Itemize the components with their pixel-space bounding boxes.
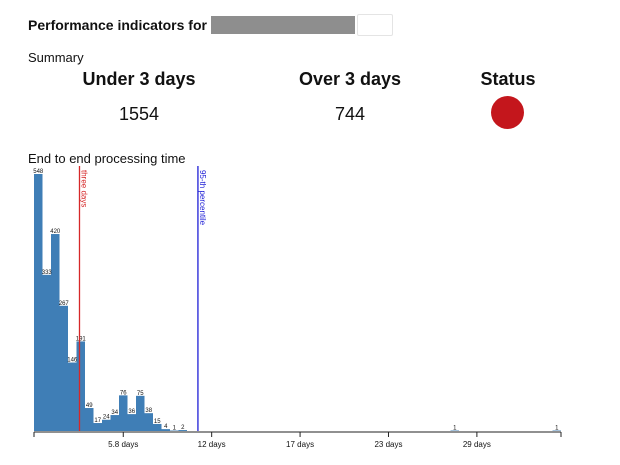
x-tick-label: 29 days bbox=[463, 440, 491, 449]
summary-label: Summary bbox=[28, 50, 84, 65]
histogram-bar bbox=[51, 234, 60, 431]
bar-value-label: 146 bbox=[67, 358, 78, 364]
over-3-days-value: 744 bbox=[334, 104, 366, 124]
histogram-bar bbox=[85, 408, 94, 431]
histogram-bar bbox=[161, 429, 170, 431]
under-3-days-value: 1554 bbox=[118, 104, 160, 124]
histogram-bar bbox=[136, 395, 145, 431]
histogram-bar bbox=[102, 419, 111, 431]
three-days-label: three days bbox=[79, 170, 88, 207]
page-header: Performance indicators for bbox=[28, 14, 393, 36]
histogram-bar bbox=[42, 274, 51, 431]
bar-value-label: 49 bbox=[86, 403, 93, 409]
x-tick-label: 17 days bbox=[286, 440, 314, 449]
status-indicator bbox=[491, 96, 524, 129]
histogram-bar bbox=[76, 341, 85, 431]
histogram-bar bbox=[68, 362, 77, 431]
bar-value-label: 24 bbox=[103, 415, 110, 421]
redacted-service-name bbox=[210, 16, 355, 34]
over-3-days-heading: Over 3 days bbox=[298, 69, 402, 89]
bar-value-label: 420 bbox=[50, 229, 61, 235]
bar-value-label: 38 bbox=[145, 408, 152, 414]
bar-value-label: 1 bbox=[173, 426, 177, 432]
chart-title: End to end processing time bbox=[28, 151, 186, 166]
page-title: Performance indicators for bbox=[28, 17, 207, 33]
bar-value-label: 267 bbox=[59, 301, 70, 307]
x-tick-label: 12 days bbox=[198, 440, 226, 449]
histogram-bar bbox=[127, 414, 136, 431]
under-3-days-heading: Under 3 days bbox=[82, 69, 196, 89]
histogram-bar bbox=[144, 413, 153, 431]
bar-value-label: 36 bbox=[128, 409, 135, 415]
bar-value-label: 2 bbox=[181, 425, 185, 431]
histogram-bar bbox=[153, 423, 162, 431]
bar-value-label: 191 bbox=[76, 336, 87, 342]
histogram-bar bbox=[59, 305, 68, 431]
bar-value-label: 76 bbox=[120, 390, 127, 396]
bar-value-label: 4 bbox=[164, 424, 168, 430]
histogram-bar bbox=[93, 423, 102, 431]
bar-value-label: 75 bbox=[137, 391, 144, 397]
bar-value-label: 333 bbox=[42, 270, 53, 276]
histogram-bar bbox=[178, 430, 187, 431]
bar-value-label: 1 bbox=[555, 426, 559, 432]
x-tick-label: 23 days bbox=[374, 440, 402, 449]
percentile-label: 95-th percentile bbox=[198, 170, 207, 226]
bar-value-label: 34 bbox=[111, 410, 118, 416]
histogram-bar bbox=[110, 415, 119, 431]
histogram-bar bbox=[119, 395, 128, 431]
bar-value-label: 548 bbox=[33, 169, 44, 175]
redacted-box bbox=[356, 14, 393, 36]
bar-value-label: 17 bbox=[94, 418, 101, 424]
histogram-bar bbox=[34, 174, 43, 431]
x-tick-label: 5.8 days bbox=[108, 440, 138, 449]
bar-value-label: 15 bbox=[154, 419, 161, 425]
status-heading: Status bbox=[480, 69, 536, 89]
bar-value-label: 1 bbox=[453, 426, 457, 432]
